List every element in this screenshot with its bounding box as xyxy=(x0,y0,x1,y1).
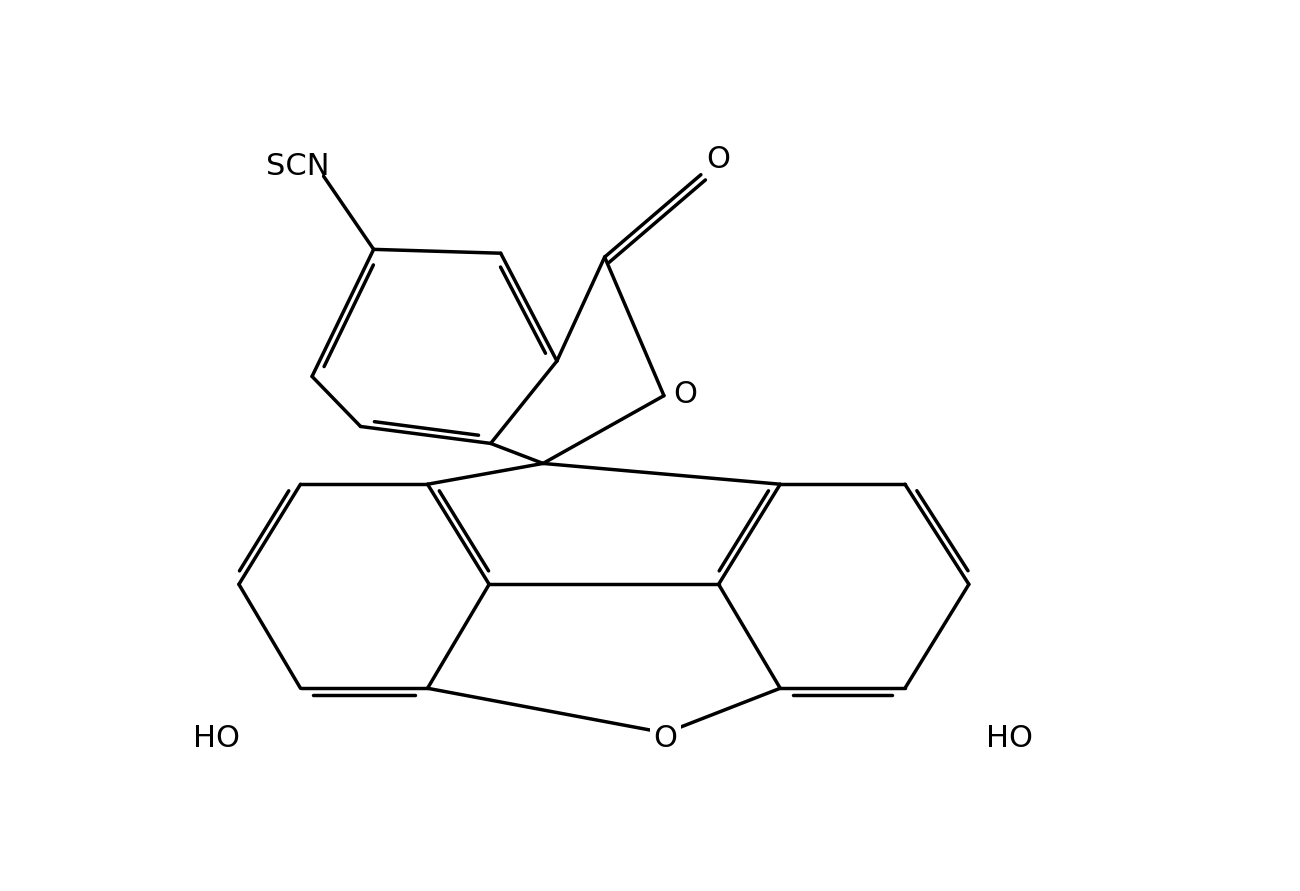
Text: HO: HO xyxy=(985,723,1032,753)
Text: O: O xyxy=(673,380,698,409)
Text: O: O xyxy=(707,144,731,174)
Text: O: O xyxy=(654,723,677,753)
Text: HO: HO xyxy=(192,723,239,753)
Text: SCN: SCN xyxy=(266,152,329,182)
